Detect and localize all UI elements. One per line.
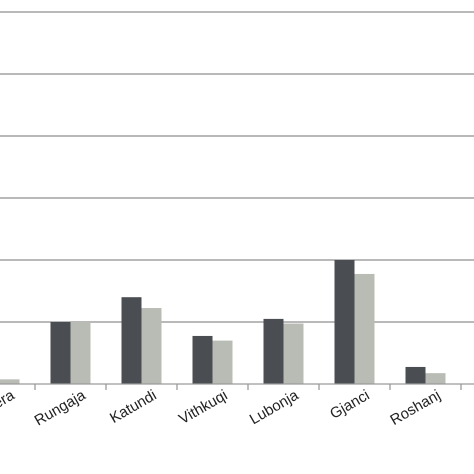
bar-vithkuqi-series-1 — [192, 335, 213, 384]
bar-rungaja-series-2 — [70, 322, 91, 384]
bar-katundi-series-2 — [141, 308, 162, 384]
x-tick-label-shera: Shera — [0, 386, 18, 421]
bar-rungaja-series-1 — [50, 322, 71, 384]
x-tick-label-lubonja: Lubonja — [247, 386, 302, 428]
bar-katundi-series-1 — [121, 297, 142, 384]
bar-lubonja-series-2 — [283, 323, 304, 384]
x-tick-labels: Shera Rungaja Katundi Vithkuqi Lubonja Gjanci… — [0, 384, 462, 429]
bar-lubonja-series-1 — [263, 318, 284, 384]
x-tick-label-vithkuqi: Vithkuqi — [176, 387, 230, 428]
gridlines — [0, 11, 474, 323]
bar-vithkuqi-series-2 — [212, 340, 233, 384]
bar-gjanci-series-2 — [354, 273, 375, 384]
x-tick-label-katundi: Katundi — [107, 387, 160, 427]
bar-roshanj-series-1 — [405, 366, 426, 384]
x-tick-label-roshanj: Roshanj — [387, 387, 443, 429]
bar-gjanci-series-1 — [334, 260, 355, 384]
x-tick-label-gjanci: Gjanci — [327, 387, 372, 423]
bar-shera-series-2 — [0, 379, 20, 384]
x-tick-label-rungaja: Rungaja — [32, 386, 89, 429]
bar-roshanj-series-2 — [425, 373, 446, 384]
bars — [0, 260, 446, 384]
